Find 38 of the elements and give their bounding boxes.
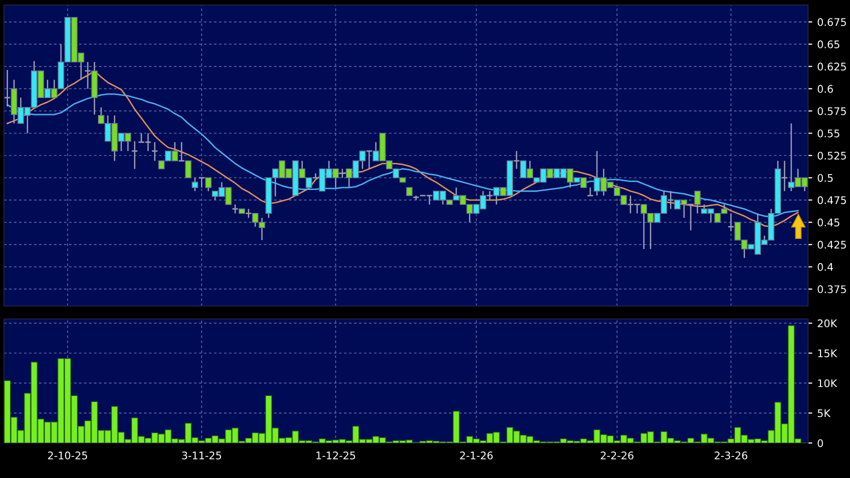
candlestick [513, 150, 520, 170]
y-tick-label: 0.375 [818, 285, 846, 294]
y-tick-label: 0.55 [818, 129, 840, 138]
candlestick [232, 204, 239, 214]
y-tick-label: 0.475 [818, 196, 846, 204]
x-tick-label: 3-11-25 [182, 452, 222, 460]
y-tick-label: 0.5 [818, 174, 833, 182]
candlestick [586, 186, 594, 196]
y-tick-label: 10K [818, 379, 838, 388]
candlestick [486, 190, 494, 201]
candlestick [727, 212, 734, 232]
candlestick [84, 61, 92, 90]
candlestick [178, 142, 186, 162]
x-tick-label: 2-1-26 [460, 452, 493, 460]
candlestick [781, 160, 788, 192]
y-tick-label: 0.625 [818, 62, 846, 71]
candlestick [4, 69, 11, 108]
candlestick [198, 177, 206, 188]
y-tick-label: 0.425 [818, 240, 846, 249]
y-tick-label: 0.525 [818, 152, 846, 160]
y-tick-label: 0.575 [818, 107, 846, 116]
y-tick-label: 0.4 [818, 263, 834, 271]
candlestick [192, 177, 198, 192]
y-tick-label: 0 [818, 439, 823, 448]
y-tick-label: 5K [818, 409, 831, 418]
y-tick-label: 0.6 [818, 84, 833, 93]
x-tick-label: 2-10-25 [48, 452, 88, 460]
y-tick-label: 0.675 [818, 18, 846, 26]
x-tick-label: 1-12-25 [316, 452, 356, 460]
y-tick-label: 0.65 [818, 40, 840, 48]
y-tick-label: 0.45 [818, 218, 840, 226]
line-series [6, 93, 799, 218]
x-tick-label: 2-2-26 [600, 452, 634, 460]
candlestick [338, 168, 346, 178]
x-tick-label: 2-3-26 [714, 452, 748, 460]
candlestick [185, 160, 192, 178]
y-tick-label: 15K [818, 350, 838, 358]
y-tick-label: 20K [818, 319, 838, 328]
